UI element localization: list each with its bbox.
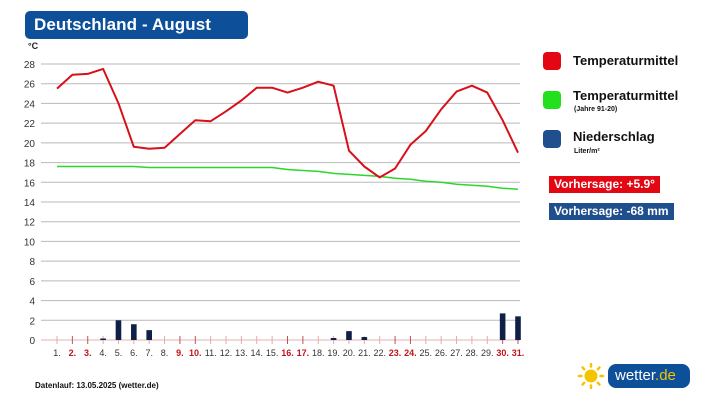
precipitation-bar — [515, 316, 521, 340]
legend-sublabel: Liter/m² — [574, 148, 600, 155]
legend-swatch-red — [543, 52, 561, 70]
precipitation-bar — [361, 337, 368, 340]
forecast-temperature-badge: Vorhersage: +5.9° — [549, 176, 660, 193]
y-tick-label: 26 — [24, 80, 36, 91]
y-tick-label: 8 — [29, 257, 35, 268]
x-tick-label: 5. — [115, 348, 123, 358]
x-tick-label: 2. — [69, 348, 77, 358]
page-title: Deutschland - August — [34, 15, 212, 34]
x-tick-label: 13. — [235, 348, 248, 358]
legend-label: Temperaturmittel — [573, 88, 679, 103]
logo-pill: wetter.de — [608, 364, 690, 388]
y-tick-label: 10 — [24, 237, 36, 248]
x-tick-label: 6. — [130, 348, 138, 358]
x-tick-label: 12. — [220, 348, 233, 358]
precipitation-bar — [115, 320, 122, 340]
precipitation-bar — [346, 331, 352, 340]
temperature-line — [56, 67, 519, 179]
data-run-footer: Datenlauf: 13.05.2025 (wetter.de) — [35, 381, 159, 390]
x-tick-label: 17. — [297, 348, 310, 358]
x-tick-label: 27. — [450, 348, 463, 358]
y-axis-unit: °C — [28, 41, 39, 51]
legend-sublabel: (Jahre 91-20) — [574, 106, 618, 113]
precipitation-bar — [100, 338, 106, 340]
x-tick-label: 9. — [176, 348, 184, 358]
x-tick-label: 19. — [327, 348, 340, 358]
normal-temperature-line — [57, 165, 519, 190]
precipitation-bar — [131, 324, 137, 340]
x-tick-label: 14. — [251, 348, 264, 358]
x-tick-label: 11. — [205, 348, 217, 358]
x-tick-label: 1. — [53, 348, 61, 358]
x-tick-label: 25. — [420, 348, 433, 358]
wetter-de-logo[interactable]: wetter.de — [576, 363, 691, 389]
y-tick-label: 14 — [24, 198, 36, 209]
legend-label: Niederschlag — [573, 129, 655, 144]
y-tick-label: 24 — [24, 99, 36, 110]
y-tick-label: 20 — [24, 139, 36, 150]
x-tick-label: 23. — [389, 348, 402, 358]
precipitation-bar — [146, 330, 152, 340]
title-banner: Deutschland - August — [25, 11, 248, 39]
legend-swatch-blue — [543, 130, 561, 148]
y-tick-label: 2 — [29, 316, 35, 327]
x-tick-label: 21. — [358, 348, 371, 358]
y-tick-label: 6 — [29, 277, 35, 288]
x-tick-label: 31. — [512, 348, 525, 358]
precipitation-bar — [330, 338, 337, 340]
x-tick-label: 8. — [161, 348, 169, 358]
forecast-precipitation-badge: Vorhersage: -68 mm — [549, 203, 674, 220]
x-tick-label: 3. — [84, 348, 92, 358]
x-tick-label: 4. — [99, 348, 107, 358]
precipitation-bar — [499, 313, 506, 340]
x-tick-label: 20. — [343, 348, 356, 358]
sun-icon — [577, 363, 605, 389]
x-tick-label: 29. — [481, 348, 494, 358]
x-tick-label: 26. — [435, 348, 448, 358]
y-tick-label: 22 — [24, 119, 36, 130]
x-tick-label: 22. — [373, 348, 386, 358]
legend-label: Temperaturmittel — [573, 53, 679, 68]
x-tick-label: 7. — [145, 348, 153, 358]
y-tick-label: 0 — [29, 336, 35, 347]
y-tick-label: 12 — [24, 218, 36, 229]
x-tick-label: 30. — [496, 348, 509, 358]
x-tick-label: 16. — [281, 348, 294, 358]
x-tick-label: 28. — [466, 348, 479, 358]
y-tick-label: 18 — [24, 159, 36, 170]
y-tick-label: 4 — [29, 297, 35, 308]
x-tick-label: 10. — [189, 348, 202, 358]
x-tick-label: 24. — [404, 348, 417, 358]
legend-swatch-green — [543, 91, 561, 109]
y-tick-label: 28 — [24, 60, 36, 71]
x-tick-label: 18. — [312, 348, 325, 358]
logo-text: wetter — [615, 367, 656, 384]
logo-tld: .de — [655, 367, 676, 384]
y-tick-label: 16 — [24, 178, 36, 189]
x-tick-label: 15. — [266, 348, 279, 358]
